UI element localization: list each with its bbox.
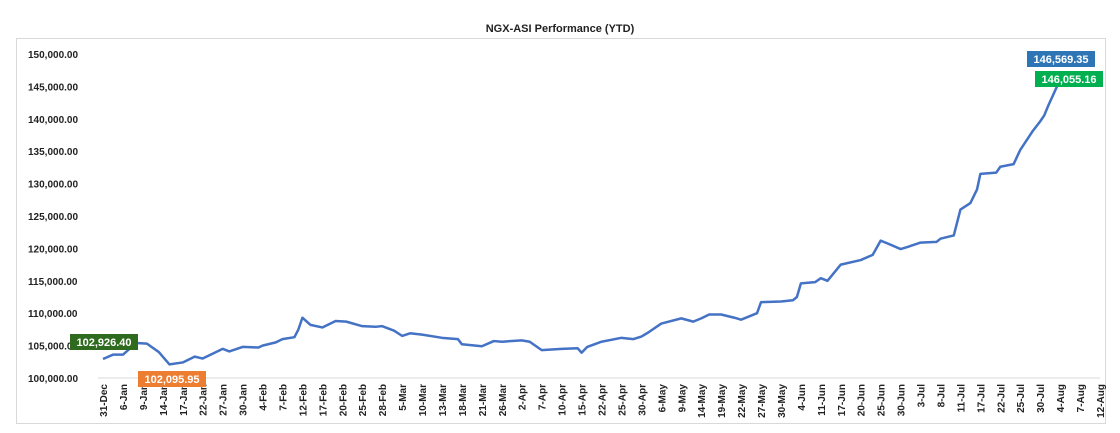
x-tick-label: 7-Aug <box>1076 384 1087 412</box>
x-tick-label: 27-Jan <box>219 384 230 416</box>
x-tick-label: 6-May <box>657 384 668 413</box>
x-tick-label: 22-Jul <box>996 384 1007 413</box>
x-tick-label: 12-Feb <box>298 384 309 416</box>
x-tick-label: 10-Mar <box>418 384 429 416</box>
x-tick-label: 5-Mar <box>398 384 409 411</box>
x-tick-label: 13-Mar <box>438 384 449 416</box>
x-tick-label: 25-Apr <box>617 384 628 416</box>
x-tick-label: 4-Jun <box>797 384 808 411</box>
x-tick-label: 30-Jul <box>1036 384 1047 413</box>
data-label-start: 102,926.40 <box>76 337 131 349</box>
chart-title: NGX-ASI Performance (YTD) <box>485 23 635 35</box>
y-tick-label: 100,000.00 <box>28 374 78 385</box>
x-tick-label: 17-Jan <box>179 384 190 416</box>
x-tick-label: 22-Apr <box>598 384 609 416</box>
x-tick-label: 26-Mar <box>498 384 509 416</box>
data-label-max: 146,569.35 <box>1033 54 1088 66</box>
x-tick-label: 10-Apr <box>558 384 569 416</box>
x-tick-label: 2-Apr <box>518 384 529 410</box>
x-tick-label: 30-May <box>777 384 788 418</box>
data-label-min: 102,095.95 <box>144 374 199 386</box>
x-tick-label: 25-Jul <box>1016 384 1027 413</box>
data-label-box-start <box>70 334 138 350</box>
y-tick-label: 150,000.00 <box>28 50 78 61</box>
x-tick-label: 30-Jan <box>239 384 250 416</box>
x-tick-label: 20-Jun <box>857 384 868 416</box>
x-tick-label: 17-Feb <box>318 384 329 416</box>
x-tick-label: 7-Feb <box>278 384 289 411</box>
y-tick-label: 105,000.00 <box>28 342 78 353</box>
x-tick-label: 17-Jun <box>837 384 848 416</box>
x-tick-label: 12-Aug <box>1096 384 1107 418</box>
x-tick-label: 21-Mar <box>478 384 489 416</box>
x-tick-label: 25-Feb <box>358 384 369 416</box>
x-tick-label: 11-Jun <box>817 384 828 416</box>
x-tick-label: 9-Jan <box>139 384 150 410</box>
data-label-box-min <box>138 371 206 387</box>
x-tick-label: 19-May <box>717 384 728 418</box>
x-tick-label: 22-May <box>737 384 748 418</box>
x-tick-label: 20-Feb <box>338 384 349 416</box>
y-tick-label: 130,000.00 <box>28 180 78 191</box>
x-tick-label: 22-Jan <box>199 384 210 416</box>
x-tick-label: 31-Dec <box>99 384 110 417</box>
x-tick-label: 4-Feb <box>259 384 270 411</box>
y-tick-label: 125,000.00 <box>28 212 78 223</box>
x-tick-label: 30-Jun <box>897 384 908 416</box>
x-tick-label: 14-May <box>697 384 708 418</box>
x-tick-label: 30-Apr <box>637 384 648 416</box>
x-tick-label: 17-Jul <box>976 384 987 413</box>
y-tick-label: 120,000.00 <box>28 244 78 255</box>
x-tick-label: 18-Mar <box>458 384 469 416</box>
x-tick-label: 27-May <box>757 384 768 418</box>
data-label-box-last <box>1035 71 1103 87</box>
x-tick-label: 9-May <box>677 384 688 413</box>
data-label-box-max <box>1027 51 1095 67</box>
chart-frame <box>16 38 1106 424</box>
x-tick-label: 11-Jul <box>956 384 967 413</box>
x-tick-label: 4-Aug <box>1056 384 1067 412</box>
data-label-last: 146,055.16 <box>1041 74 1096 86</box>
y-tick-label: 145,000.00 <box>28 82 78 93</box>
x-tick-label: 28-Feb <box>378 384 389 416</box>
y-tick-label: 115,000.00 <box>28 277 78 288</box>
x-tick-label: 7-Apr <box>538 384 549 410</box>
series-line <box>102 79 1062 366</box>
y-tick-label: 110,000.00 <box>28 309 78 320</box>
x-tick-label: 3-Jul <box>917 384 928 408</box>
x-tick-label: 15-Apr <box>578 384 589 416</box>
x-tick-label: 14-Jan <box>159 384 170 416</box>
y-tick-label: 140,000.00 <box>28 115 78 126</box>
x-tick-label: 25-Jun <box>877 384 888 416</box>
x-tick-label: 8-Jul <box>936 384 947 408</box>
x-tick-label: 6-Jan <box>119 384 130 410</box>
y-tick-label: 135,000.00 <box>28 147 78 158</box>
